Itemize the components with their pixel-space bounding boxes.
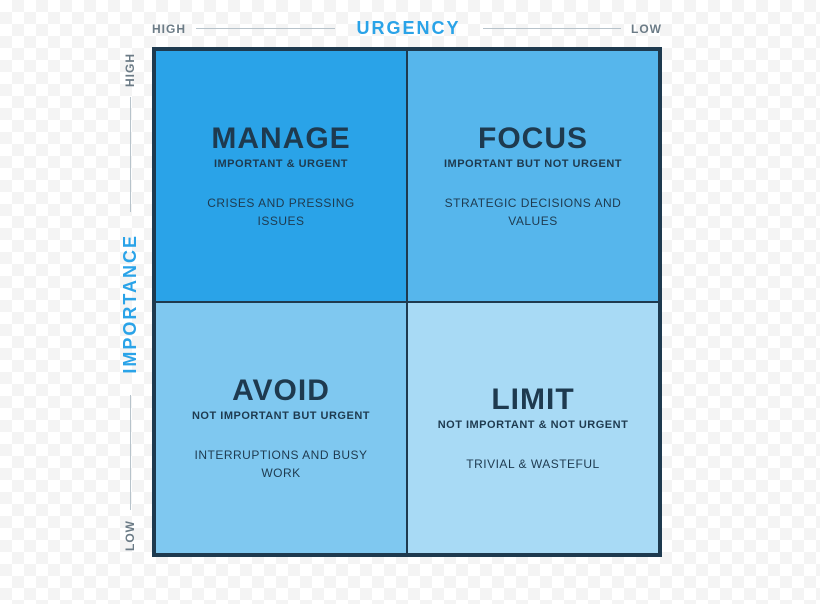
x-axis: HIGH URGENCY LOW — [152, 18, 662, 39]
quadrant-desc: INTERRUPTIONS AND BUSY WORK — [186, 446, 376, 482]
quadrant-subtitle: NOT IMPORTANT BUT URGENT — [192, 410, 370, 422]
x-axis-title: URGENCY — [345, 18, 473, 39]
x-axis-low-label: LOW — [631, 22, 662, 36]
quadrant-desc: CRISES AND PRESSING ISSUES — [186, 194, 376, 230]
quadrant-limit: LIMIT NOT IMPORTANT & NOT URGENT TRIVIAL… — [407, 302, 659, 554]
quadrant-subtitle: IMPORTANT & URGENT — [214, 158, 348, 170]
quadrant-title: LIMIT — [491, 383, 574, 417]
matrix-main-row: HIGH IMPORTANCE LOW MANAGE IMPORTANT & U… — [108, 47, 708, 557]
x-axis-line-right — [483, 28, 622, 29]
quadrant-avoid: AVOID NOT IMPORTANT BUT URGENT INTERRUPT… — [155, 302, 407, 554]
y-axis-low-label: LOW — [123, 520, 137, 551]
matrix-grid: MANAGE IMPORTANT & URGENT CRISES AND PRE… — [152, 47, 662, 557]
y-axis-line-bottom — [130, 395, 131, 510]
quadrant-focus: FOCUS IMPORTANT BUT NOT URGENT STRATEGIC… — [407, 50, 659, 302]
eisenhower-matrix-diagram: HIGH URGENCY LOW HIGH IMPORTANCE LOW MAN… — [108, 18, 708, 557]
quadrant-title: MANAGE — [211, 122, 350, 156]
quadrant-desc: STRATEGIC DECISIONS AND VALUES — [438, 194, 628, 230]
x-axis-high-label: HIGH — [152, 22, 186, 36]
x-axis-line-left — [196, 28, 335, 29]
y-axis-line-top — [130, 97, 131, 212]
quadrant-subtitle: IMPORTANT BUT NOT URGENT — [444, 158, 622, 170]
y-axis-title: IMPORTANCE — [120, 222, 141, 386]
quadrant-desc: TRIVIAL & WASTEFUL — [466, 455, 599, 473]
y-axis-high-label: HIGH — [123, 53, 137, 87]
quadrant-manage: MANAGE IMPORTANT & URGENT CRISES AND PRE… — [155, 50, 407, 302]
quadrant-title: FOCUS — [478, 122, 588, 156]
quadrant-subtitle: NOT IMPORTANT & NOT URGENT — [438, 419, 629, 431]
quadrant-title: AVOID — [232, 374, 330, 408]
y-axis: HIGH IMPORTANCE LOW — [108, 47, 152, 557]
